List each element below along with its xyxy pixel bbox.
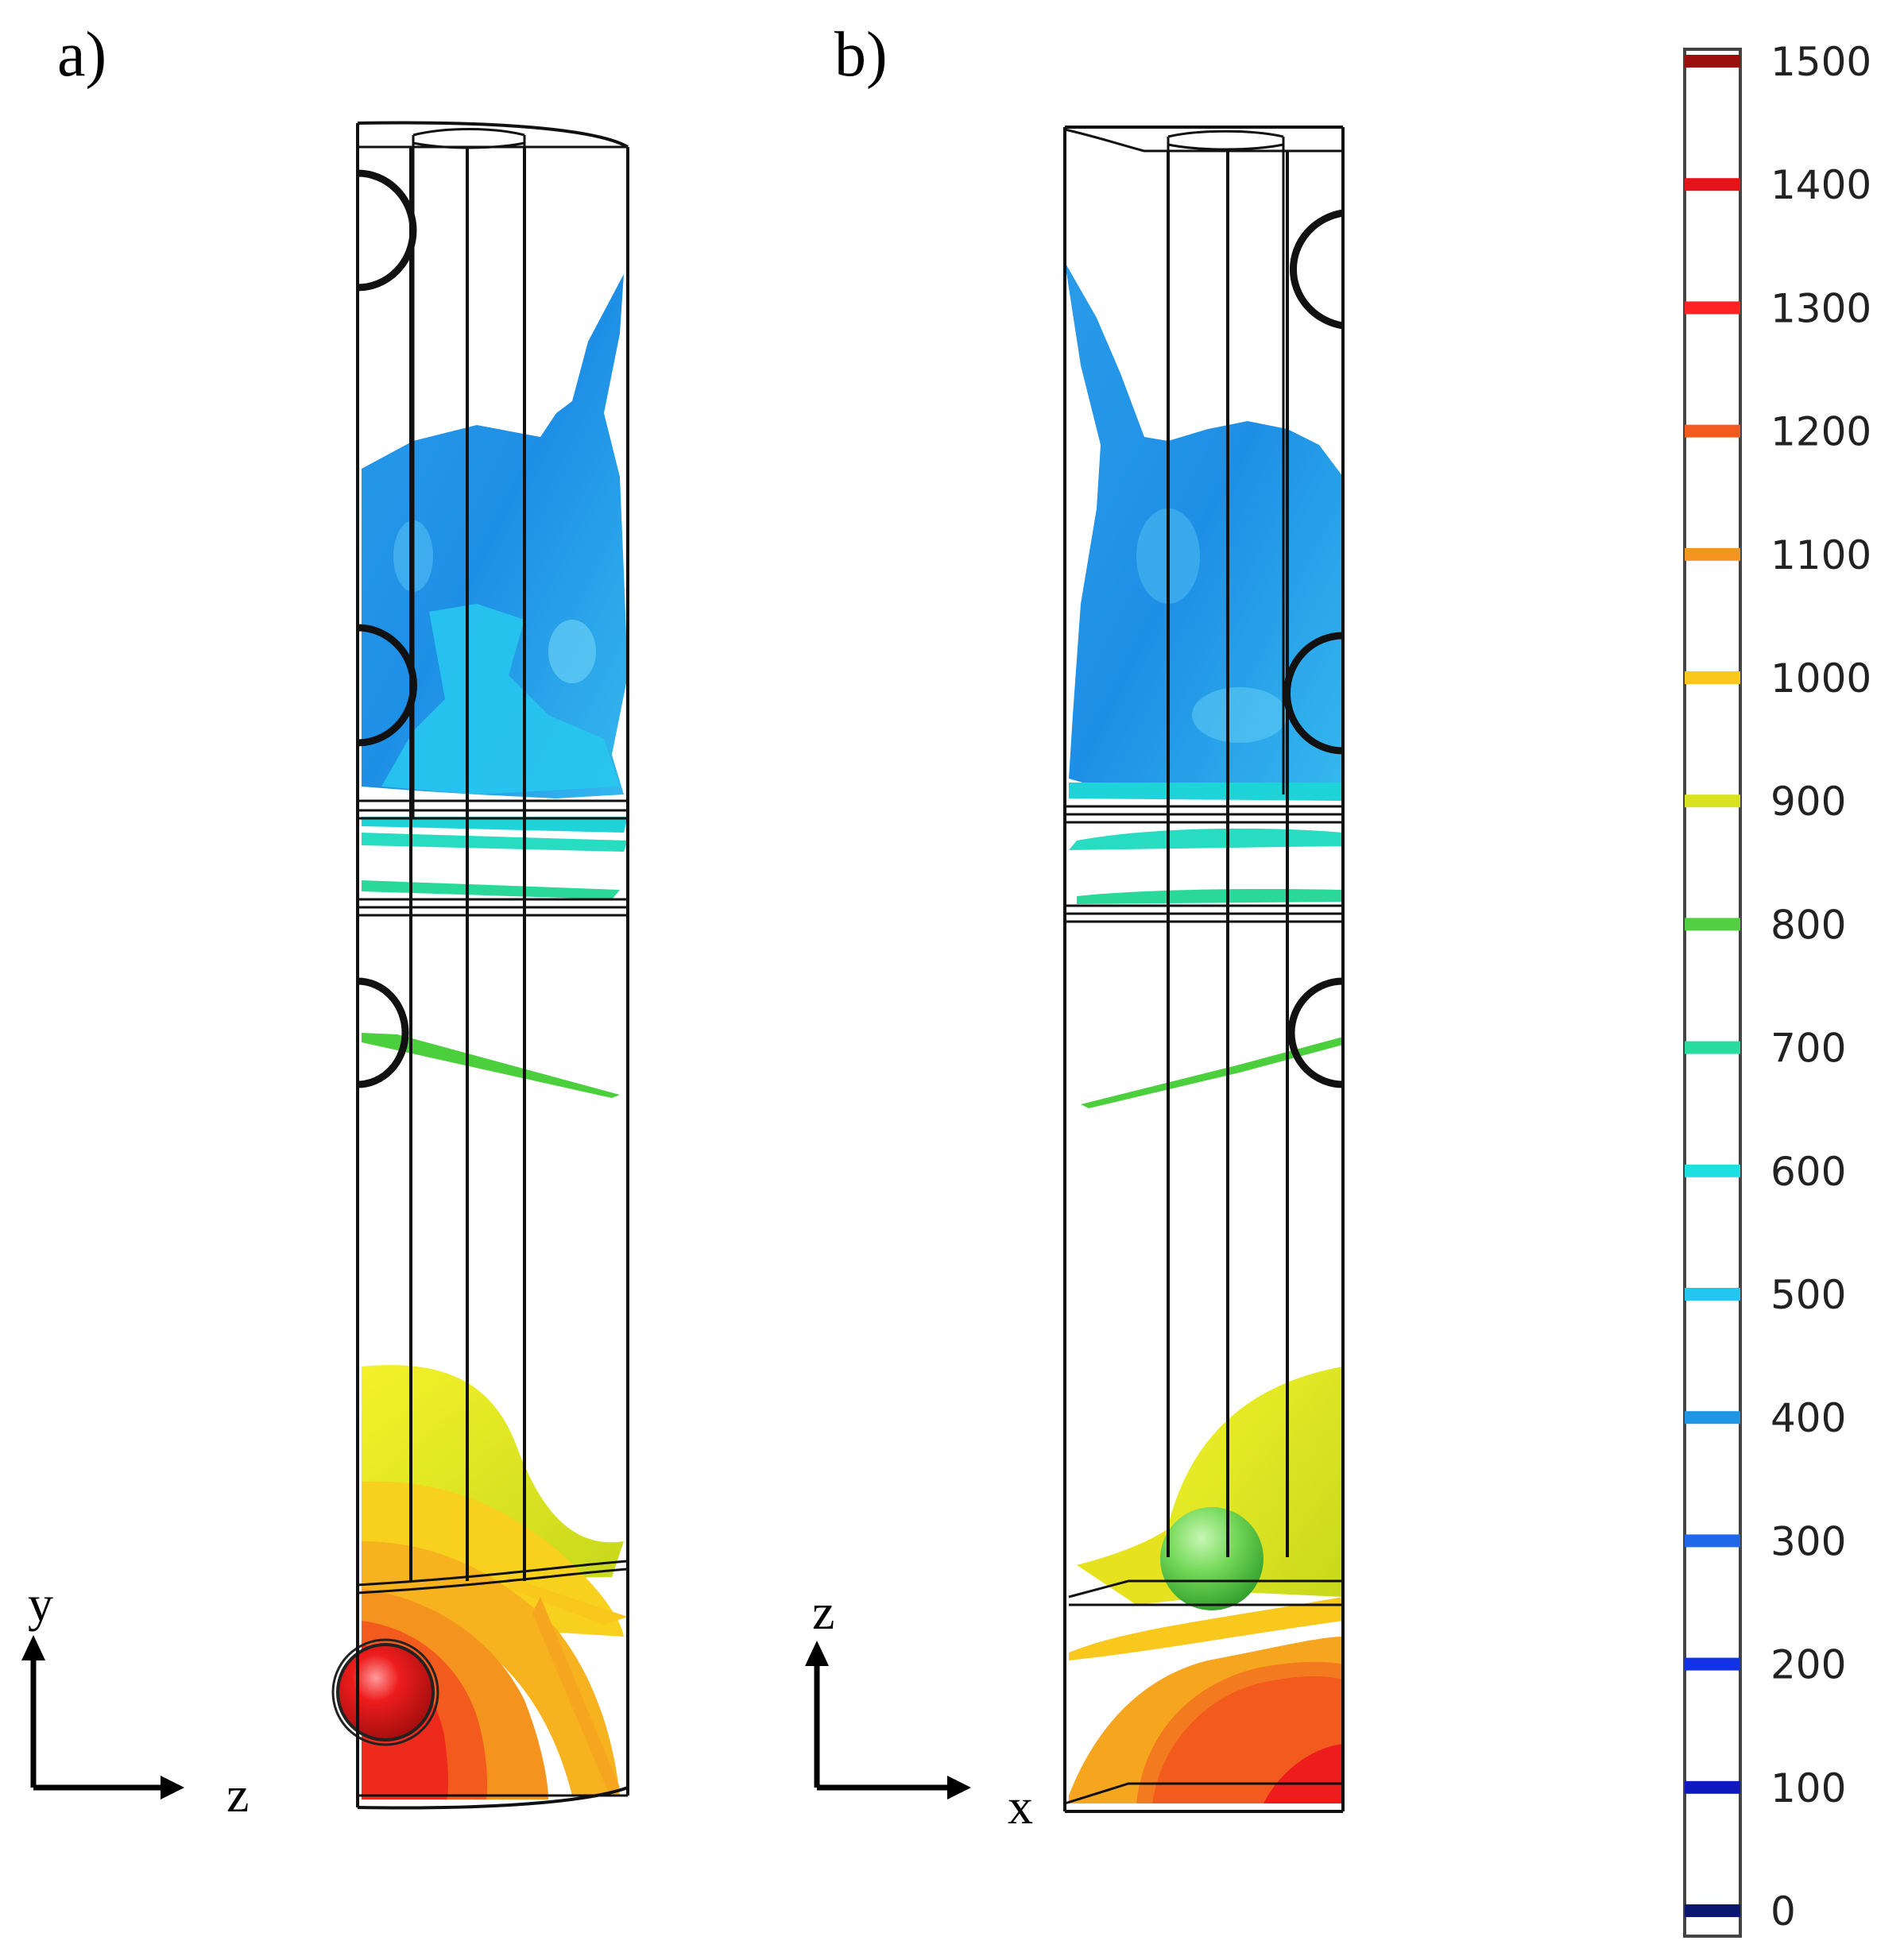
- isosurface-600-a-lower: [362, 833, 628, 852]
- isosurface-400-b: [1065, 262, 1343, 794]
- colorbar-stripe-1300: [1685, 301, 1740, 315]
- colorbar-ticks: 1500140013001200110010009008007006005004…: [1685, 39, 1871, 1935]
- wireframe-b: [1063, 126, 1345, 1813]
- colorbar-tick-label: 1300: [1770, 285, 1871, 331]
- colorbar-tick-label: 800: [1770, 902, 1846, 948]
- isosurface-700-b: [1077, 888, 1343, 904]
- isosurface-hot-a: [331, 1365, 628, 1799]
- colorbar-tick-label: 200: [1770, 1642, 1846, 1688]
- axis-a-horizontal-label: z: [226, 1766, 249, 1823]
- colorbar-tick-label: 700: [1770, 1026, 1846, 1072]
- axes-a: y z: [21, 1575, 249, 1823]
- isosurface-800-b: [1081, 1037, 1343, 1108]
- colorbar-stripe-1100: [1685, 547, 1740, 561]
- colorbar-stripe-0: [1685, 1904, 1740, 1917]
- colorbar-stripe-200: [1685, 1657, 1740, 1671]
- colorbar-stripe-600: [1685, 1164, 1740, 1177]
- colorbar-stripe-400: [1685, 1411, 1740, 1424]
- colorbar-stripe-800: [1685, 918, 1740, 931]
- isosurface-700-a: [362, 880, 620, 899]
- panel-a: a): [21, 20, 629, 1823]
- colorbar-tick-label: 300: [1770, 1518, 1846, 1564]
- colorbar-stripe-1200: [1685, 424, 1740, 438]
- colorbar-tick-label: 1200: [1770, 409, 1871, 455]
- colorbar-stripe-300: [1685, 1534, 1740, 1548]
- colorbar-tick-label: 1100: [1770, 532, 1871, 578]
- colorbar-tick-label: 100: [1770, 1765, 1846, 1811]
- colorbar-stripe-1500: [1685, 55, 1740, 68]
- colorbar-stripe-500: [1685, 1288, 1740, 1301]
- axes-b: z x: [805, 1583, 1033, 1834]
- isosurface-800-a: [362, 1033, 620, 1098]
- colorbar-tick-label: 0: [1770, 1888, 1796, 1935]
- colorbar-tick-label: 1400: [1770, 162, 1871, 208]
- isosurface-600-b-upper: [1069, 783, 1343, 801]
- colorbar: 1500140013001200110010009008007006005004…: [1683, 39, 1871, 1938]
- axis-b-horizontal-label: x: [1008, 1778, 1033, 1834]
- colorbar-stripe-900: [1685, 794, 1740, 808]
- colorbar-stripe-100: [1685, 1780, 1740, 1794]
- panel-a-label: a): [57, 20, 106, 90]
- colorbar-frame: [1683, 48, 1742, 1938]
- isosurface-600-b-lower: [1069, 828, 1343, 850]
- axis-a-vertical-label: y: [28, 1575, 53, 1632]
- colorbar-stripe-1400: [1685, 178, 1740, 191]
- colorbar-stripe-1000: [1685, 671, 1740, 684]
- colorbar-tick-label: 1000: [1770, 655, 1871, 702]
- panel-b-label: b): [834, 20, 888, 90]
- panel-b: b): [805, 20, 1345, 1834]
- colorbar-stripe-700: [1685, 1041, 1740, 1054]
- colorbar-tick-label: 500: [1770, 1272, 1846, 1318]
- colorbar-tick-label: 900: [1770, 779, 1846, 825]
- axis-b-vertical-label: z: [812, 1583, 834, 1640]
- isosurface-600-a-upper: [362, 817, 628, 833]
- isosurface-hot-b: [1069, 1366, 1343, 1803]
- colorbar-tick-label: 1500: [1770, 39, 1871, 85]
- isosurface-400-a: [362, 274, 628, 798]
- wireframe-a: [356, 121, 629, 1810]
- colorbar-tick-label: 400: [1770, 1395, 1846, 1441]
- colorbar-tick-label: 600: [1770, 1149, 1846, 1195]
